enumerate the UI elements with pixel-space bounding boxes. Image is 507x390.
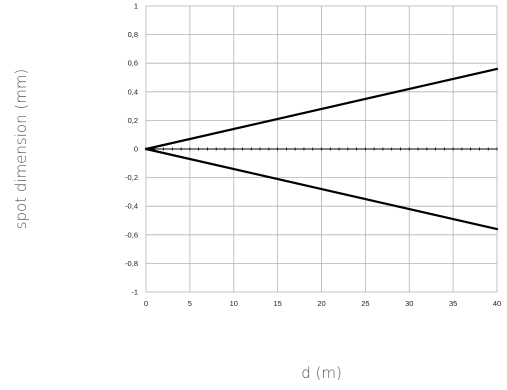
series: [144, 67, 499, 231]
y-tick-label: 0,6: [128, 59, 138, 68]
y-tick-label: 0: [134, 145, 138, 154]
y-tick-label: 0,4: [128, 87, 138, 96]
x-tick-label: 20: [317, 299, 325, 308]
x-tick-label: 25: [361, 299, 369, 308]
x-tick-label: 5: [188, 299, 192, 308]
y-tick-label: -1: [131, 288, 138, 297]
y-tick-label: -0,4: [125, 202, 138, 211]
y-tick-labels: 1 0,8 0,6 0,4 0,2 0 -0,2 -0,4 -0,6 -0,8 -1: [125, 2, 138, 297]
x-tick-label: 30: [405, 299, 413, 308]
y-tick-label: -0,8: [125, 259, 138, 268]
series-line-2: [144, 147, 499, 231]
series-line-1: [144, 67, 499, 151]
y-axis-title: spot dimension (mm): [12, 69, 30, 230]
x-tick-label: 15: [273, 299, 281, 308]
y-tick-label: -0,6: [125, 230, 138, 239]
y-tick-label: -0,2: [125, 173, 138, 182]
y-tick-label: 0,2: [128, 116, 138, 125]
x-tick-label: 40: [493, 299, 501, 308]
axes: [145, 147, 498, 151]
y-tick-label: 0,8: [128, 30, 138, 39]
x-tick-label: 0: [144, 299, 148, 308]
x-tick-label: 35: [449, 299, 457, 308]
x-axis-title: d (m): [301, 364, 342, 382]
y-tick-label: 1: [134, 2, 138, 11]
x-tick-label: 10: [230, 299, 238, 308]
x-tick-labels: 0 5 10 15 20 25 30 35 40: [144, 299, 501, 308]
